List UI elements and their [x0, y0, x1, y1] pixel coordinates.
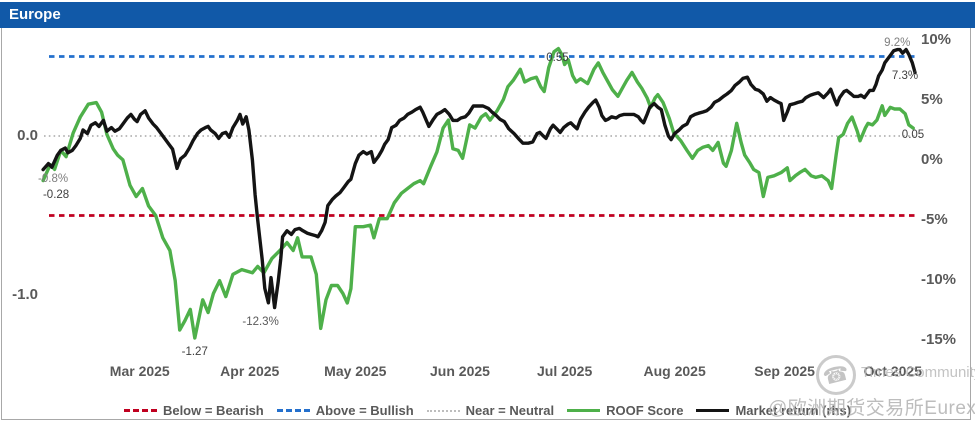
legend-item-near-neutral: Near = Neutral [426, 403, 555, 418]
legend-marker-solid [696, 409, 730, 412]
series-line-market-return-rhs- [41, 47, 917, 310]
data-label: 7.3% [891, 70, 919, 83]
left-axis-tick: 0.0 [17, 127, 38, 145]
right-axis-tick: -5% [921, 210, 948, 228]
x-axis-month-label: Oct 2025 [863, 363, 922, 379]
legend-label: ROOF Score [606, 403, 684, 418]
x-axis-month-label: Jun 2025 [430, 363, 490, 379]
chart-legend: Below = Bearish Above = Bullish Near = Neu… [0, 403, 975, 418]
data-label: -12.3% [242, 315, 279, 328]
right-axis-tick: -15% [921, 330, 957, 348]
x-axis-month-label: Sep 2025 [754, 363, 815, 379]
legend-label: Market return (rhs) [735, 403, 852, 418]
chart-title: Europe [9, 6, 61, 23]
legend-label: Below = Bearish [162, 403, 264, 418]
chart-title-bar: Europe [0, 2, 975, 28]
legend-marker-dashed [123, 409, 157, 412]
legend-label: Above = Bullish [315, 403, 414, 418]
legend-marker-dotted [426, 409, 460, 412]
legend-item-market-return-rhs-: Market return (rhs) [696, 403, 851, 418]
right-axis-tick: 5% [921, 90, 943, 108]
x-axis-month-label: Apr 2025 [220, 363, 280, 379]
legend-item-below-bearish: Below = Bearish [123, 403, 264, 418]
data-label: -0.8% [38, 172, 69, 185]
right-axis-tick: 0% [921, 150, 943, 168]
data-label: 9.2% [884, 36, 911, 49]
data-label: -1.27 [181, 345, 208, 358]
x-axis-month-label: Jul 2025 [536, 363, 593, 379]
series-line-roof-score [41, 46, 915, 340]
left-axis-tick: -1.0 [12, 286, 38, 304]
legend-marker-solid [567, 409, 601, 412]
legend-label: Near = Neutral [465, 403, 555, 418]
data-label: 0.55 [546, 51, 569, 64]
legend-item-above-bullish: Above = Bullish [276, 403, 414, 418]
data-label: 0.05 [901, 129, 925, 142]
x-axis-month-label: Aug 2025 [643, 363, 706, 379]
legend-marker-dashed [276, 409, 310, 412]
right-axis-tick: 10% [921, 30, 952, 48]
data-label: -0.28 [42, 188, 70, 201]
x-axis-month-label: Mar 2025 [109, 363, 170, 379]
legend-item-roof-score: ROOF Score [567, 403, 683, 418]
x-axis-month-label: May 2025 [324, 363, 387, 379]
right-axis-tick: -10% [921, 270, 957, 288]
